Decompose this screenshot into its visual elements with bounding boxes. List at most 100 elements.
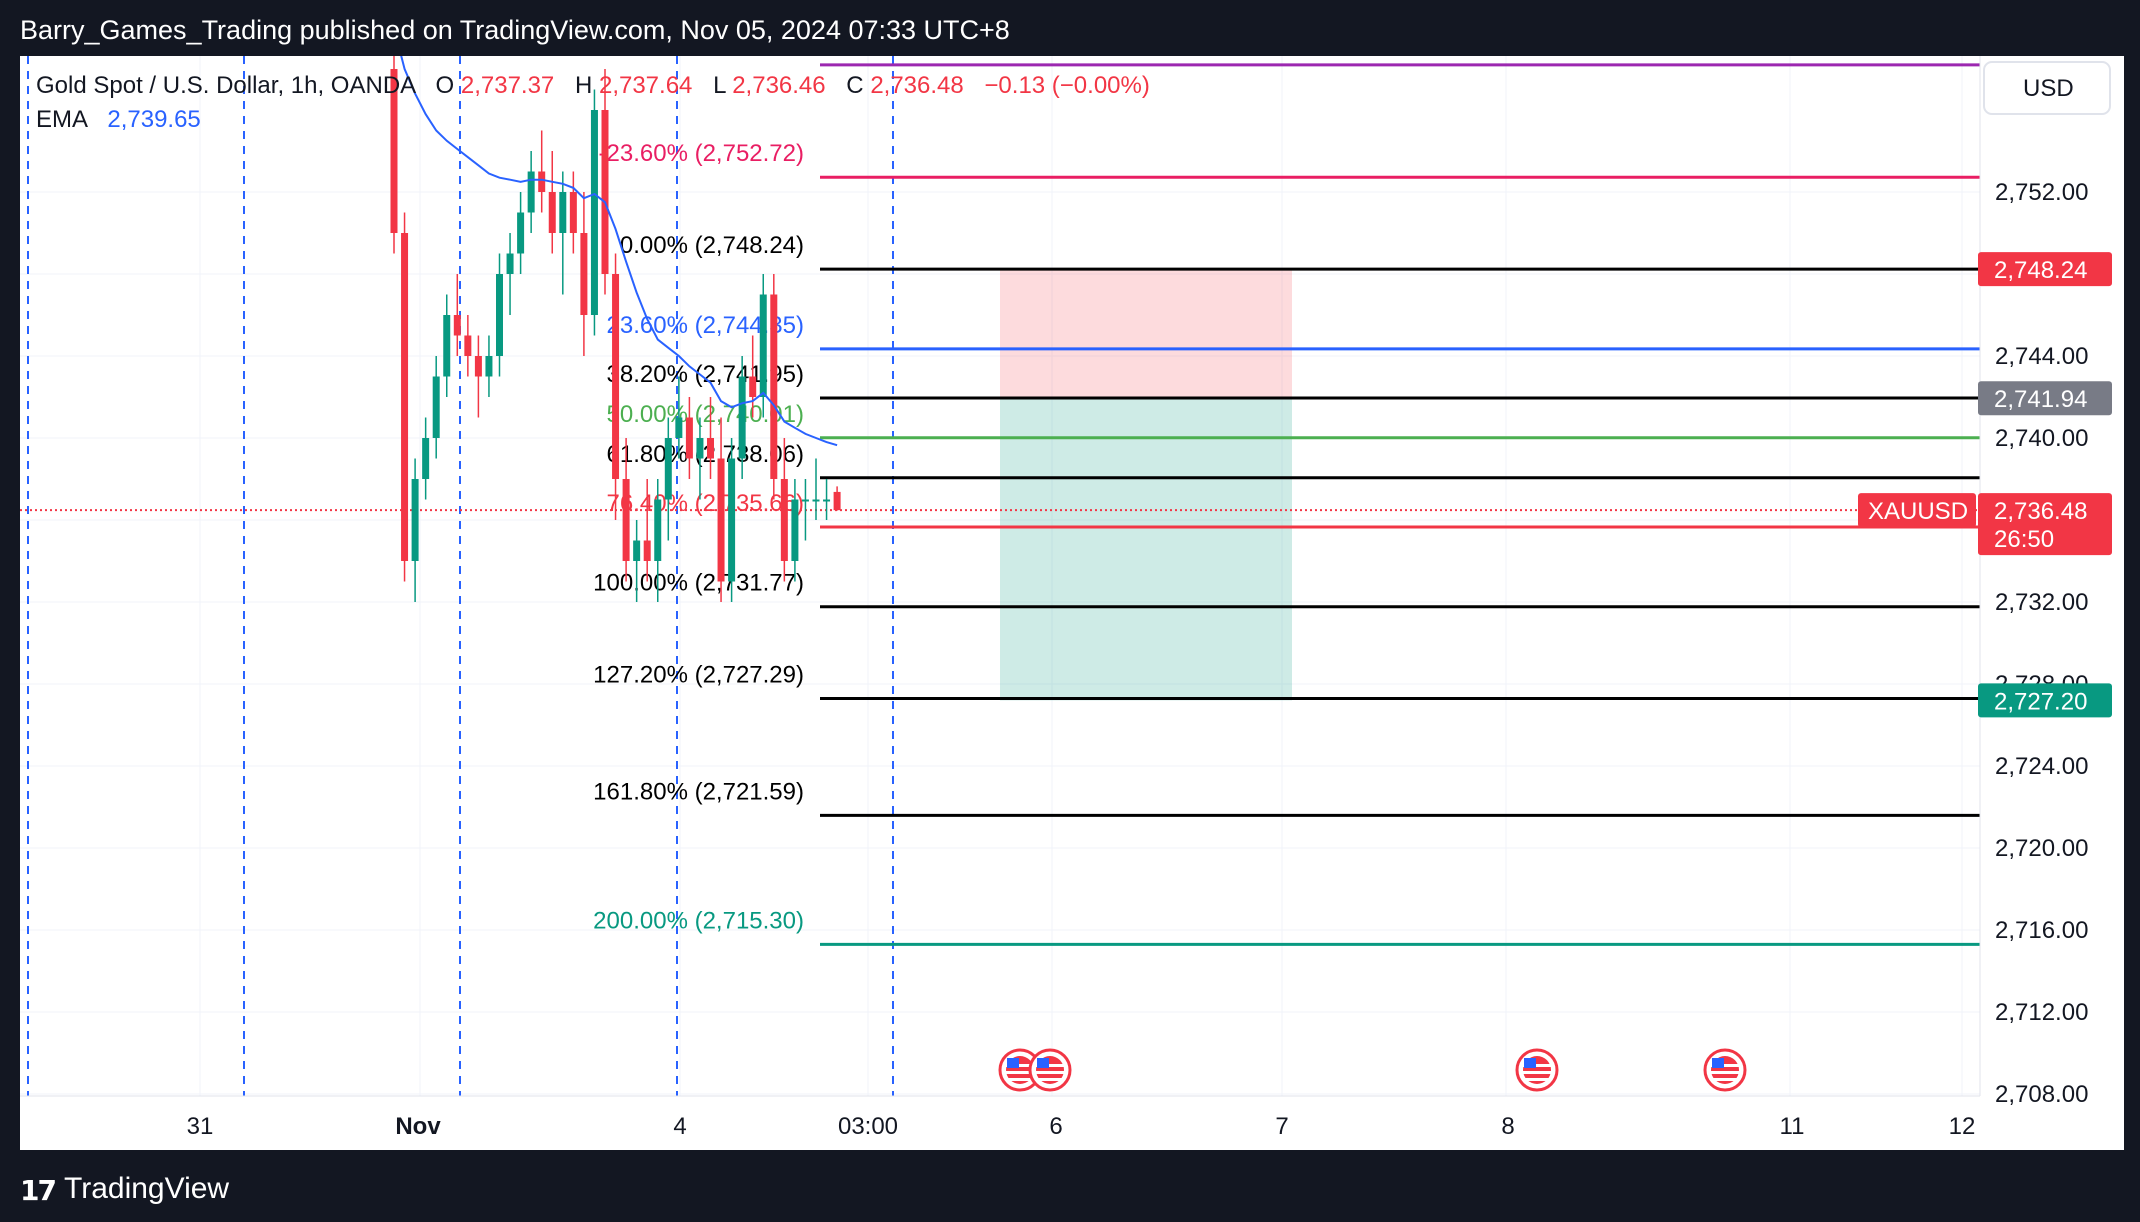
candle-body xyxy=(633,540,641,561)
high-label: H xyxy=(575,72,592,99)
candle-body xyxy=(675,417,683,438)
candle-body xyxy=(485,356,493,377)
currency-button[interactable]: USD xyxy=(1983,61,2111,115)
candle[interactable] xyxy=(717,417,725,603)
us-flag-event-icon[interactable] xyxy=(1028,1048,1072,1092)
candle[interactable] xyxy=(601,69,609,295)
ema-line xyxy=(400,56,838,447)
short-position-tool[interactable] xyxy=(1000,269,1292,701)
published-text: Barry_Games_Trading published on Trading… xyxy=(20,15,1010,45)
candle[interactable] xyxy=(654,479,662,602)
candle[interactable] xyxy=(823,479,831,520)
candle[interactable] xyxy=(675,376,683,459)
fib-level-label: 127.20% (2,727.29) xyxy=(593,662,804,689)
candle-body xyxy=(422,438,430,479)
candle-body xyxy=(474,356,482,377)
close-label: C xyxy=(846,72,863,99)
candle[interactable] xyxy=(485,335,493,398)
time-tick-label: 03:00 xyxy=(838,1113,898,1140)
us-flag-event-icon[interactable] xyxy=(1703,1048,1747,1092)
candle[interactable] xyxy=(590,89,598,336)
candle[interactable] xyxy=(453,274,461,356)
candle[interactable] xyxy=(464,315,472,377)
time-tick-label: 31 xyxy=(187,1113,214,1140)
price-tick-label: 2,732.00 xyxy=(1995,589,2088,616)
price-badge: 2,741.94 xyxy=(1978,381,2112,416)
candle[interactable] xyxy=(833,486,841,511)
price-axis[interactable]: 2,752.002,748.002,744.002,740.002,736.00… xyxy=(1858,56,2112,1108)
candle[interactable] xyxy=(496,253,503,377)
position-reward-zone[interactable] xyxy=(1000,398,1292,701)
time-tick-label: Nov xyxy=(395,1113,441,1140)
us-flag-event-icon[interactable] xyxy=(998,1048,1042,1092)
candle-body xyxy=(643,540,651,561)
time-tick-label: 11 xyxy=(1780,1113,1805,1140)
candle[interactable] xyxy=(664,417,672,541)
candle-body xyxy=(738,376,746,459)
candle[interactable] xyxy=(432,356,440,459)
candlestick-chart[interactable]: -23.60% (2,752.72)0.00% (2,748.24)23.60%… xyxy=(20,56,2124,1150)
candle[interactable] xyxy=(612,253,620,521)
candle[interactable] xyxy=(527,151,535,233)
candle-body xyxy=(569,192,577,233)
open-value: 2,737.37 xyxy=(461,72,554,99)
candle-body xyxy=(496,274,503,356)
candle[interactable] xyxy=(422,417,430,500)
time-tick-label: 7 xyxy=(1275,1113,1288,1140)
candle[interactable] xyxy=(728,438,736,602)
candle-body xyxy=(580,233,588,315)
candle[interactable] xyxy=(749,335,757,418)
candles[interactable] xyxy=(390,56,841,603)
candle[interactable] xyxy=(569,171,577,254)
position-risk-zone[interactable] xyxy=(1000,269,1292,399)
candle[interactable] xyxy=(506,233,514,315)
candle[interactable] xyxy=(780,438,788,582)
candle[interactable] xyxy=(390,56,398,254)
us-flag-event-icon[interactable] xyxy=(1515,1048,1559,1092)
candle-body xyxy=(759,294,767,397)
footer: 17 TradingView xyxy=(0,1150,2140,1222)
tradingview-logo-icon[interactable]: 17 xyxy=(20,1174,57,1207)
candle[interactable] xyxy=(443,294,451,398)
tradingview-brand[interactable]: TradingView xyxy=(64,1172,230,1205)
candle[interactable] xyxy=(411,458,419,603)
candle[interactable] xyxy=(474,335,482,418)
candle-body xyxy=(390,69,398,233)
candle[interactable] xyxy=(401,212,409,582)
candle[interactable] xyxy=(812,458,820,521)
candle[interactable] xyxy=(696,417,704,500)
candle[interactable] xyxy=(738,356,746,479)
candle[interactable] xyxy=(801,479,809,541)
candle[interactable] xyxy=(559,171,567,295)
low-label: L xyxy=(713,72,726,99)
price-badge-label: 2,736.48 xyxy=(1994,498,2087,525)
candle-body xyxy=(791,499,799,561)
publish-header: Barry_Games_Trading published on Trading… xyxy=(0,0,2140,56)
candle[interactable] xyxy=(791,479,799,582)
candle[interactable] xyxy=(633,520,641,602)
price-tick-label: 2,744.00 xyxy=(1995,343,2088,370)
candle[interactable] xyxy=(643,479,651,582)
chart-area[interactable]: -23.60% (2,752.72) 0.00% (2,748.24) 23.60%… xyxy=(20,56,2124,1150)
svg-text:EMA 2,739.65: EMA 2,739.65 xyxy=(36,106,201,133)
candle[interactable] xyxy=(580,192,588,356)
candle[interactable] xyxy=(548,151,556,254)
price-badge: 2,748.24 xyxy=(1978,252,2112,287)
candle-body xyxy=(780,479,788,561)
candle-body xyxy=(517,212,525,254)
candle[interactable] xyxy=(538,130,546,213)
time-tick-label: 12 xyxy=(1949,1113,1976,1140)
candle[interactable] xyxy=(685,397,693,479)
ema-value: 2,739.65 xyxy=(107,106,200,133)
legend: Gold Spot / U.S. Dollar, 1h, OANDA O 2,7… xyxy=(36,72,1150,133)
candle-body xyxy=(685,417,693,459)
time-axis[interactable]: 31 Nov 4 03:00 6 7 8 11 12 xyxy=(20,1095,1980,1140)
candle-body xyxy=(432,376,440,438)
candle[interactable] xyxy=(517,192,525,274)
candle[interactable] xyxy=(622,438,630,582)
candle[interactable] xyxy=(707,397,714,479)
candle[interactable] xyxy=(770,274,778,500)
economic-events[interactable] xyxy=(998,1048,1747,1092)
